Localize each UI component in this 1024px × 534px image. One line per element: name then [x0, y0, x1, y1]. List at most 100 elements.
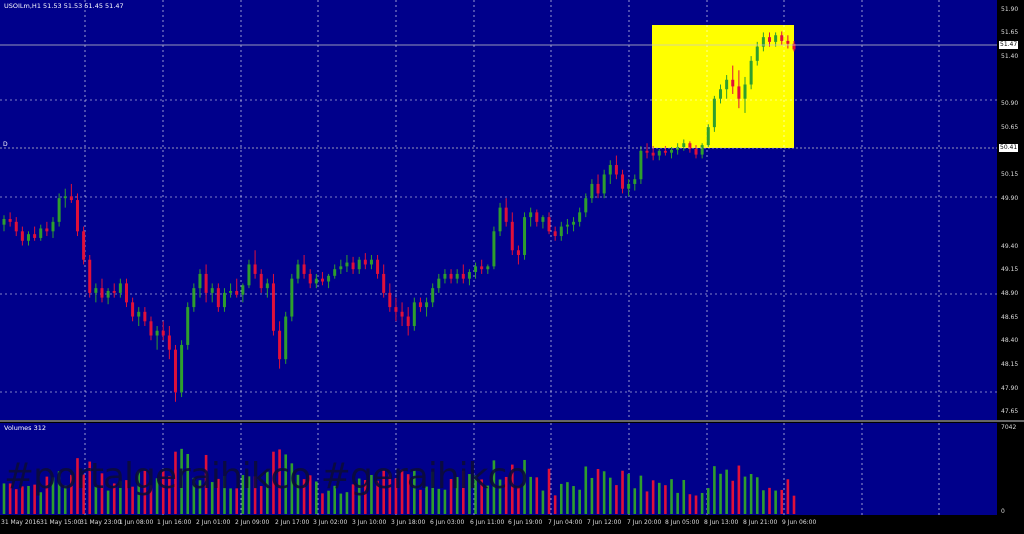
volume-bar [694, 495, 698, 514]
candle-body [376, 259, 380, 274]
candle-body [688, 143, 692, 149]
volume-bar [657, 482, 661, 514]
candle-body [627, 183, 631, 189]
volume-bar [559, 483, 563, 514]
candle-body [516, 250, 520, 255]
candle-body [596, 183, 600, 194]
price-tick-label: 48.90 [1001, 289, 1019, 297]
volume-bar [33, 484, 36, 514]
candle-body [173, 349, 177, 393]
volume-bar [39, 492, 43, 514]
candle-body [94, 288, 98, 293]
time-tick-label: 3 Jun 02:00 [313, 519, 348, 526]
candle-body [339, 266, 343, 270]
candle-body [535, 212, 539, 222]
volume-bar [480, 479, 483, 514]
time-tick-label: 1 Jun 16:00 [157, 519, 192, 526]
volume-bar [204, 454, 208, 514]
candle-body [455, 273, 459, 279]
volume-bar [253, 476, 257, 514]
price-tick-label: 49.90 [1001, 195, 1019, 203]
candle-body [406, 316, 410, 327]
volume-bar [535, 477, 539, 514]
volume-bar [462, 470, 465, 514]
candle-body [486, 266, 490, 270]
volume-bar [492, 460, 496, 514]
candle-body [449, 273, 453, 279]
watermark: #portalgeraihikco #geraihikco [4, 456, 528, 497]
candle-body [547, 217, 551, 232]
candle-body [2, 218, 6, 225]
price-tick-label: 51.40 [1001, 53, 1019, 61]
volume-bar [376, 480, 379, 514]
time-tick-label: 31 May 23:00 [80, 519, 122, 526]
candle-body [529, 212, 533, 218]
candle-body [418, 302, 422, 308]
volume-bar [621, 470, 624, 514]
volume-bar [14, 489, 18, 514]
candle-body [45, 228, 49, 232]
volume-bar [498, 479, 502, 514]
candle-body [492, 231, 496, 267]
volume-bar [792, 495, 796, 514]
candle-body [143, 311, 147, 322]
volume-bar [235, 488, 239, 514]
highlight-box [652, 25, 794, 148]
candle-body [676, 147, 680, 150]
volume-bar [719, 473, 722, 514]
candle-body [296, 264, 300, 279]
volume-bar [168, 475, 171, 514]
volume-bar [106, 490, 110, 514]
volume-bar [455, 477, 459, 514]
candle-body [363, 259, 367, 265]
candle-body [314, 278, 318, 284]
candle-body [357, 259, 361, 270]
candle-body [161, 330, 165, 336]
candle-body [8, 218, 12, 222]
volume-bar [468, 474, 471, 514]
volume-bar [339, 493, 343, 514]
candle-body [431, 288, 435, 303]
volume-panel-bg [0, 423, 997, 515]
volume-bar [2, 483, 6, 514]
candle-body [719, 89, 723, 99]
volume-bar [186, 453, 190, 514]
candle-body [192, 288, 196, 308]
candle-body [578, 212, 582, 222]
volume-bar [70, 474, 73, 514]
volume-bar [676, 492, 679, 514]
candle-body [259, 273, 263, 289]
volume-bar [57, 471, 61, 514]
candle-body [388, 292, 392, 308]
volume-bar [302, 479, 306, 514]
marker-price-tag: 50.41 [999, 144, 1019, 152]
candle-body [216, 288, 220, 308]
candle-body [657, 150, 661, 156]
candle-body [412, 302, 416, 327]
candle-body [572, 221, 576, 225]
candle-body [253, 264, 257, 274]
volume-bar [670, 479, 673, 514]
candle-body [247, 264, 251, 286]
volume-bar [155, 478, 159, 514]
candle-body [235, 290, 239, 295]
volume-bar [627, 473, 630, 514]
candle-body [706, 127, 710, 146]
price-tick-label: 47.90 [1001, 384, 1019, 392]
volume-bar [351, 484, 355, 514]
candle-body [118, 283, 122, 293]
volume-bar [651, 480, 655, 514]
candle-body [394, 307, 398, 312]
volume-bar [210, 482, 214, 514]
candle-body [290, 278, 294, 317]
volume-max-label: 7042 [1001, 424, 1017, 431]
candle-body [69, 196, 73, 201]
time-tick-label: 2 Jun 01:00 [196, 519, 231, 526]
time-tick-label: 2 Jun 09:00 [235, 519, 270, 526]
candle-body [731, 79, 735, 87]
candle-body [369, 259, 373, 265]
price-tick-label: 51.90 [1001, 5, 1019, 13]
volume-bar [572, 486, 575, 514]
